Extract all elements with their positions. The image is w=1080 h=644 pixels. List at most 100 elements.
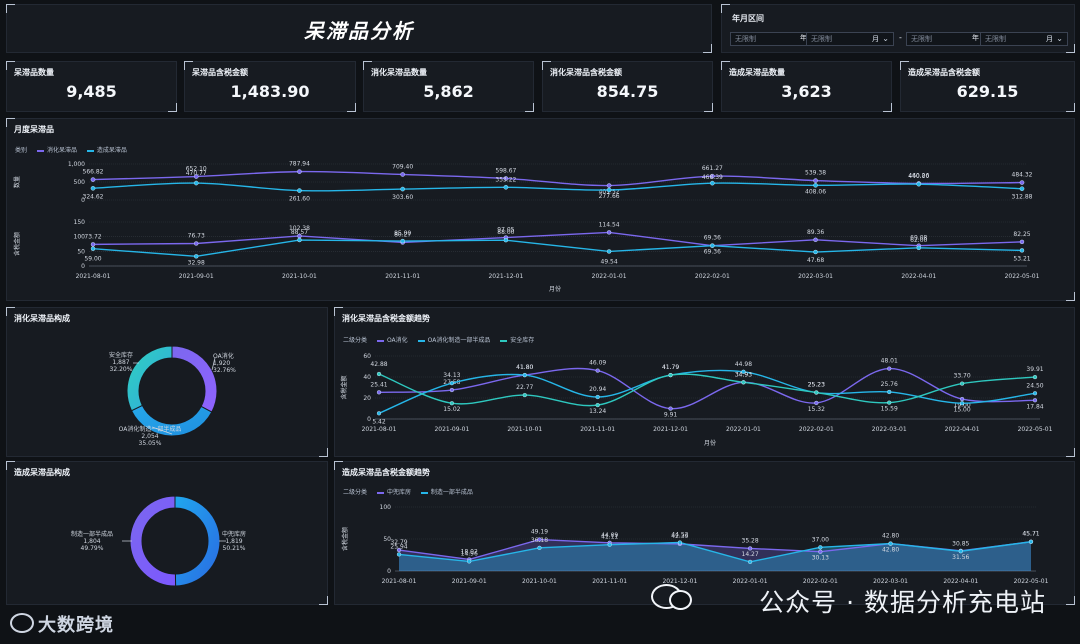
end-month-select[interactable]: 无限制 月 ⌄ — [980, 32, 1068, 46]
pie-slice — [174, 495, 221, 587]
series-line — [378, 373, 1036, 407]
brand-watermark: 大数跨境 — [38, 615, 114, 636]
data-point — [606, 187, 612, 193]
data-label: 353.22 — [495, 176, 516, 183]
kpi-card-4: 消化呆滞品含税金额 854.75 — [542, 61, 713, 112]
legend-item: OA消化制造一部半成品 — [417, 337, 490, 344]
data-point — [1032, 398, 1038, 403]
data-label: 44.52 — [671, 532, 688, 539]
data-label: 37.00 — [812, 536, 829, 543]
data-point — [1019, 239, 1025, 245]
y-axis-label: 数量 — [13, 176, 21, 188]
x-tick-label: 2021-12-01 — [488, 273, 523, 280]
x-tick-label: 2022-04-01 — [945, 426, 980, 433]
pie-percent-label: 32.76% — [213, 367, 236, 374]
data-label: 88.57 — [291, 229, 308, 236]
data-point — [813, 183, 818, 188]
data-point — [960, 396, 965, 402]
digest-trend-chart: 60 40 20 0 2021-08-01 2021-09-01 2021-10-01 202… — [340, 353, 1053, 447]
monthly-legend: 类别 消化呆滞品 造成呆滞品 — [15, 145, 135, 154]
data-point — [194, 241, 199, 246]
pie-label: OA消化 — [213, 352, 234, 360]
data-point — [90, 177, 96, 182]
data-point — [396, 552, 402, 557]
y-tick-label: 1,000 — [68, 161, 85, 168]
legend-text: OA消化 — [386, 337, 408, 344]
data-point — [916, 181, 922, 187]
data-point — [449, 381, 454, 386]
logo-icon — [10, 613, 34, 633]
x-tick-label: 2022-01-01 — [592, 273, 627, 280]
end-year-select[interactable]: 无限制 — [906, 32, 982, 46]
y-tick-label: 50 — [77, 248, 85, 255]
legend-text: 造成呆滞品 — [96, 147, 127, 154]
x-tick-label: 2021-10-01 — [522, 578, 557, 585]
series-area — [399, 541, 1031, 571]
data-point — [537, 545, 542, 550]
cause-trend-legend: 二级分类 中兜库房 制造一部半成品 — [343, 487, 481, 496]
data-label: 69.36 — [704, 235, 721, 242]
data-point — [400, 172, 405, 177]
x-tick-label: 2022-01-01 — [726, 426, 761, 433]
data-label: 25.76 — [881, 381, 898, 388]
data-point — [400, 238, 405, 244]
data-point — [193, 180, 199, 186]
kpi-label: 消化呆滞品数量 — [371, 68, 427, 77]
data-point — [813, 237, 818, 242]
pie-value-label: 1,887 — [112, 359, 129, 366]
kpi-label: 造成呆滞品数量 — [729, 68, 785, 77]
data-label: 15.59 — [881, 406, 898, 413]
data-label: 20.94 — [589, 386, 606, 393]
kpi-card-2: 呆滞品含税金额 1,483.90 — [184, 61, 356, 112]
data-label: 460.26 — [908, 172, 929, 179]
data-point — [748, 546, 753, 551]
data-label: 49.54 — [601, 258, 618, 265]
data-label: 73.72 — [84, 233, 101, 240]
data-label: 114.54 — [599, 221, 620, 228]
data-label: 303.60 — [392, 194, 413, 201]
data-label: 15.32 — [808, 406, 825, 413]
data-label: 25.41 — [370, 381, 387, 388]
data-label: 41.79 — [662, 364, 679, 371]
data-point — [1032, 391, 1038, 396]
legend-item-purple: 消化呆滞品 — [36, 147, 77, 154]
pie-leader-line — [151, 426, 173, 435]
chevron-down-icon: ⌄ — [1056, 34, 1063, 43]
legend-text: 消化呆滞品 — [46, 147, 77, 154]
x-tick-label: 2022-03-01 — [798, 273, 833, 280]
data-point — [818, 549, 823, 554]
x-tick-label: 2021-12-01 — [662, 578, 697, 585]
date-range-separator: - — [899, 33, 902, 42]
data-label: 24.50 — [1026, 382, 1043, 389]
data-label: 88.00 — [497, 229, 514, 236]
data-point — [958, 549, 963, 554]
end-month-placeholder: 无限制 — [985, 35, 1006, 43]
data-point — [90, 246, 96, 251]
data-label: 69.36 — [704, 249, 721, 256]
data-label: 47.68 — [807, 257, 824, 264]
kpi-label: 呆滞品含税金额 — [192, 68, 248, 77]
data-point — [606, 249, 612, 254]
data-point — [710, 243, 715, 248]
data-label: 46.09 — [589, 360, 606, 367]
date-range-label: 年月区间 — [732, 14, 764, 23]
pie-value-label: 1,819 — [225, 538, 242, 545]
data-label: 42.39 — [671, 533, 688, 540]
data-point — [741, 369, 746, 374]
cause-composition-panel: 造成呆滞品构成 制造一部半成品 1,804 49.79% 中兜库房 1,819 50.21… — [6, 461, 328, 605]
x-tick-label: 2022-02-01 — [799, 426, 834, 433]
data-label: 41.11 — [601, 534, 618, 541]
data-label: 42.80 — [882, 547, 899, 554]
start-month-select[interactable]: 无限制 月 ⌄ — [806, 32, 894, 46]
data-label: 539.38 — [805, 170, 826, 177]
start-year-placeholder: 无限制 — [735, 35, 756, 43]
data-label: 312.88 — [1012, 194, 1033, 201]
kpi-card-3: 消化呆滞品数量 5,862 — [363, 61, 534, 112]
legend-item-blue: 造成呆滞品 — [86, 147, 127, 154]
digest-trend-legend: 二级分类 OA消化 OA消化制造一部半成品 安全库存 — [343, 335, 542, 344]
y-tick-label: 100 — [380, 504, 392, 511]
pie-label: 制造一部半成品 — [71, 530, 113, 538]
end-year-label: 年 — [972, 34, 979, 42]
data-point — [297, 169, 302, 174]
